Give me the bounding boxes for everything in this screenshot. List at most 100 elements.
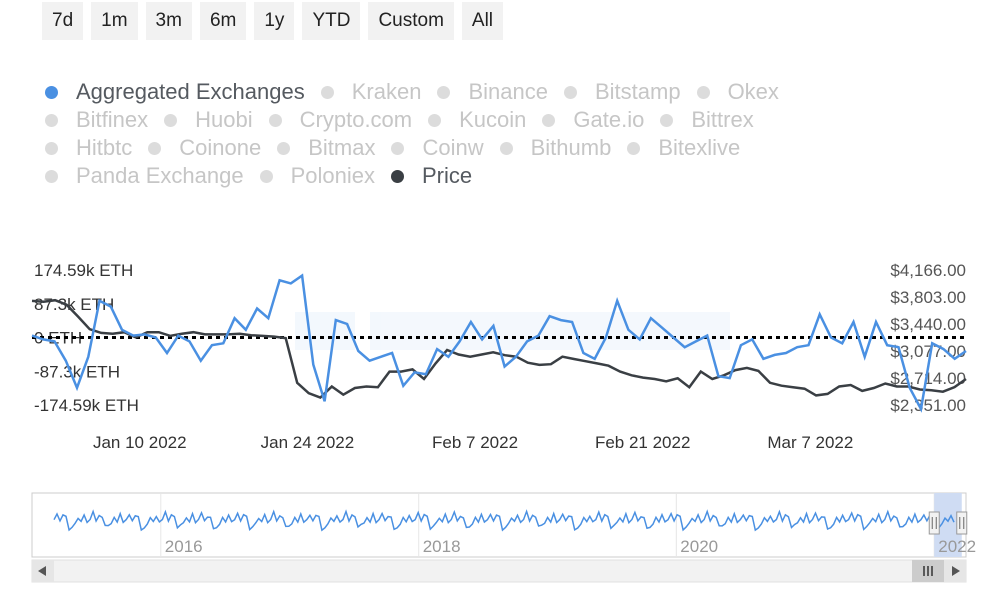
legend-marker-icon	[391, 141, 405, 155]
legend-marker-icon	[499, 141, 513, 155]
watermark	[295, 312, 730, 350]
legend-label: Binance	[468, 79, 548, 104]
legend-item-coinw[interactable]: Coinw	[391, 135, 484, 161]
legend-label: Bitmax	[308, 135, 376, 160]
legend: Aggregated Exchanges Kraken Binance Bitstam…	[45, 78, 965, 190]
legend-label: Crypto.com	[299, 107, 413, 132]
legend-marker-icon	[148, 141, 162, 155]
navigator-tick-label: 2020	[680, 537, 718, 556]
y-right-tick-label: $2,351.00	[890, 396, 966, 415]
legend-label: Kucoin	[459, 107, 527, 132]
legend-label: Panda Exchange	[76, 163, 244, 188]
range-button-ytd[interactable]: YTD	[302, 2, 361, 40]
navigator-tick-label: 2016	[165, 537, 203, 556]
legend-marker-icon	[696, 85, 710, 99]
legend-label: Poloniex	[290, 163, 375, 188]
x-tick-label: Feb 21 2022	[595, 433, 690, 452]
x-tick-label: Mar 7 2022	[767, 433, 853, 452]
y-left-tick-label: 174.59k ETH	[34, 261, 133, 280]
legend-marker-icon	[268, 113, 282, 127]
series-line-aggregated-exchanges	[31, 273, 967, 413]
series-line-price	[31, 298, 967, 400]
legend-row: Aggregated Exchanges Kraken Binance Bitstam…	[45, 78, 965, 106]
legend-row: Hitbtc Coinone Bitmax Coinw Bithumb Bitexlive	[45, 134, 965, 162]
legend-label: Bitexlive	[658, 135, 741, 160]
navigator-handle-left[interactable]	[928, 511, 940, 535]
range-button-1m[interactable]: 1m	[91, 2, 138, 40]
range-button-1y[interactable]: 1y	[254, 2, 295, 40]
legend-item-bitstamp[interactable]: Bitstamp	[563, 79, 681, 105]
legend-label: Gate.io	[573, 107, 645, 132]
legend-marker-icon	[259, 169, 273, 183]
scrollbar[interactable]	[31, 559, 967, 583]
legend-item-crypto-com[interactable]: Crypto.com	[268, 107, 413, 133]
x-tick-label: Jan 10 2022	[93, 433, 187, 452]
y-right-tick-label: $3,440.00	[890, 315, 966, 334]
legend-label: Price	[421, 163, 473, 188]
navigator: 2016 2018 2020 2022	[31, 492, 976, 583]
legend-marker-icon	[542, 113, 556, 127]
legend-label: Coinw	[422, 135, 484, 160]
legend-label: Bittrex	[691, 107, 754, 132]
legend-label: Bitfinex	[76, 107, 149, 132]
range-button-6m[interactable]: 6m	[199, 2, 247, 40]
legend-marker-icon	[45, 85, 58, 99]
legend-item-price[interactable]: Price	[390, 163, 473, 189]
legend-item-gate-io[interactable]: Gate.io	[542, 107, 644, 133]
range-button-7d[interactable]: 7d	[42, 2, 84, 40]
grip-icon	[923, 566, 933, 576]
navigator-handle-right[interactable]	[956, 511, 968, 535]
legend-row: Panda Exchange Poloniex Price	[45, 162, 965, 190]
legend-label: Coinone	[179, 135, 262, 160]
legend-item-aggregated-exchanges[interactable]: Aggregated Exchanges	[45, 79, 305, 105]
legend-marker-icon	[320, 85, 334, 99]
range-button-3m[interactable]: 3m	[145, 2, 192, 40]
legend-label: Okex	[727, 79, 779, 104]
y-left-tick-label: -174.59k ETH	[34, 396, 139, 415]
legend-item-kucoin[interactable]: Kucoin	[428, 107, 526, 133]
legend-label: Huobi	[195, 107, 253, 132]
x-tick-label: Jan 24 2022	[261, 433, 355, 452]
legend-item-okex[interactable]: Okex	[696, 79, 779, 105]
legend-item-bitmax[interactable]: Bitmax	[277, 135, 375, 161]
legend-item-hitbtc[interactable]: Hitbtc	[45, 135, 132, 161]
legend-label: Kraken	[351, 79, 422, 104]
legend-item-kraken[interactable]: Kraken	[320, 79, 422, 105]
legend-marker-icon	[45, 113, 58, 127]
legend-marker-icon	[563, 85, 577, 99]
legend-label: Hitbtc	[76, 135, 133, 160]
legend-item-huobi[interactable]: Huobi	[164, 107, 253, 133]
scroll-left-icon	[38, 566, 46, 576]
legend-label: Aggregated Exchanges	[76, 79, 305, 104]
x-tick-label: Feb 7 2022	[432, 433, 518, 452]
y-right-tick-label: $3,077.00	[890, 342, 966, 361]
legend-marker-icon	[428, 113, 442, 127]
legend-marker-icon	[277, 141, 291, 155]
legend-label: Bitstamp	[594, 79, 681, 104]
legend-item-coinone[interactable]: Coinone	[148, 135, 261, 161]
legend-label: Bithumb	[530, 135, 612, 160]
range-selector: 7d 1m 3m 6m 1y YTD Custom All	[42, 2, 504, 40]
legend-row: Bitfinex Huobi Crypto.com Kucoin Gate.io Bitt…	[45, 106, 965, 134]
range-button-custom[interactable]: Custom	[368, 2, 454, 40]
legend-item-bitexlive[interactable]: Bitexlive	[627, 135, 740, 161]
legend-marker-icon	[45, 169, 58, 183]
legend-item-binance[interactable]: Binance	[437, 79, 548, 105]
legend-marker-icon	[437, 85, 451, 99]
scroll-right-icon	[952, 566, 960, 576]
y-left-tick-label: -87.3k ETH	[34, 362, 120, 381]
legend-item-bitfinex[interactable]: Bitfinex	[45, 107, 148, 133]
legend-item-bithumb[interactable]: Bithumb	[499, 135, 612, 161]
legend-marker-icon	[660, 113, 674, 127]
range-button-all[interactable]: All	[461, 2, 504, 40]
navigator-series-line	[53, 509, 955, 532]
navigator-tick-label: 2018	[423, 537, 461, 556]
legend-item-panda-exchange[interactable]: Panda Exchange	[45, 163, 244, 189]
y-right-tick-label: $3,803.00	[890, 288, 966, 307]
legend-item-poloniex[interactable]: Poloniex	[259, 163, 375, 189]
legend-marker-icon	[390, 169, 404, 183]
navigator-tick-label: 2022	[938, 537, 976, 556]
legend-marker-icon	[45, 141, 58, 155]
legend-item-bittrex[interactable]: Bittrex	[660, 107, 754, 133]
